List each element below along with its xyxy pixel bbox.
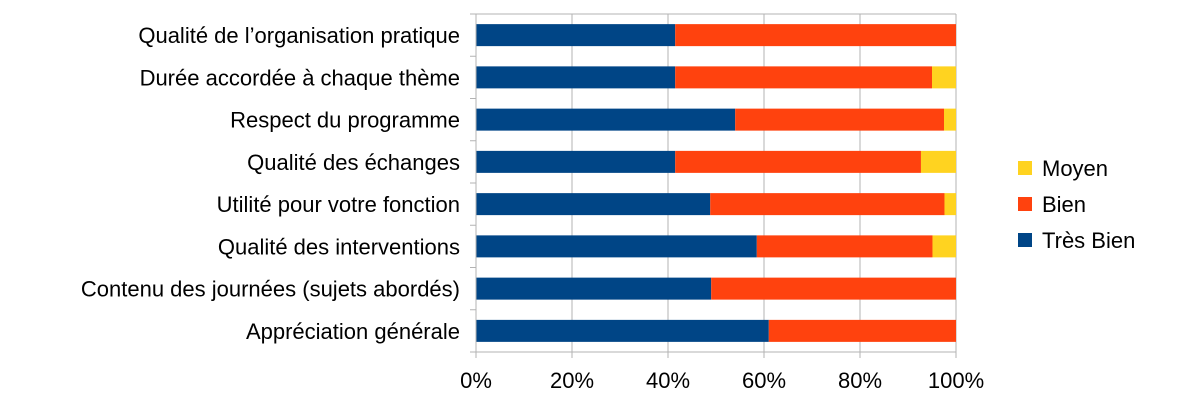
legend-label: Bien bbox=[1042, 192, 1086, 217]
bar-segment bbox=[675, 150, 921, 173]
category-label: Durée accordée à chaque thème bbox=[140, 65, 460, 90]
bar-segment bbox=[476, 193, 711, 216]
x-tick-label: 0% bbox=[460, 368, 492, 393]
bar-segment bbox=[710, 193, 945, 216]
legend-swatch bbox=[1018, 233, 1032, 247]
category-label: Utilité pour votre fonction bbox=[217, 192, 460, 217]
bar-segment bbox=[944, 108, 956, 131]
bar-segment bbox=[675, 24, 956, 47]
x-tick-label: 40% bbox=[646, 368, 690, 393]
bar-segment bbox=[756, 235, 933, 258]
x-tick-label: 80% bbox=[838, 368, 882, 393]
bar-segment bbox=[476, 150, 676, 173]
bar-segment bbox=[476, 235, 757, 258]
category-label: Qualité des interventions bbox=[218, 234, 460, 259]
x-tick-labels: 0% 20% 40% 60% 80% 100% bbox=[460, 368, 984, 393]
legend-swatch bbox=[1018, 161, 1032, 175]
bar-segment bbox=[932, 66, 956, 89]
x-tick-label: 20% bbox=[550, 368, 594, 393]
category-label: Qualité de l’organisation pratique bbox=[138, 23, 460, 48]
category-labels: Qualité de l’organisation pratique Durée … bbox=[81, 23, 460, 344]
bar-segment bbox=[768, 319, 956, 342]
x-tick-label: 100% bbox=[928, 368, 984, 393]
bar-segment bbox=[476, 24, 676, 47]
x-tick-label: 60% bbox=[742, 368, 786, 393]
bar-segment bbox=[735, 108, 944, 131]
category-label: Qualité des échanges bbox=[247, 150, 460, 175]
bar-segment bbox=[476, 319, 769, 342]
category-label: Respect du programme bbox=[230, 108, 460, 133]
bars bbox=[476, 24, 956, 342]
bar-segment bbox=[476, 108, 736, 131]
legend-label: Très Bien bbox=[1042, 228, 1135, 253]
bar-segment bbox=[476, 66, 676, 89]
axes bbox=[470, 13, 956, 353]
legend: Moyen Bien Très Bien bbox=[1018, 156, 1135, 253]
legend-label: Moyen bbox=[1042, 156, 1108, 181]
grid-lines bbox=[475, 14, 957, 358]
legend-swatch bbox=[1018, 197, 1032, 211]
bar-segment bbox=[711, 277, 956, 300]
bar-segment bbox=[932, 235, 956, 258]
category-label: Contenu des journées (sujets abordés) bbox=[81, 277, 460, 302]
category-label: Appréciation générale bbox=[246, 319, 460, 344]
bar-segment bbox=[920, 150, 956, 173]
bar-segment bbox=[675, 66, 932, 89]
bar-segment bbox=[944, 193, 956, 216]
bar-segment bbox=[476, 277, 712, 300]
